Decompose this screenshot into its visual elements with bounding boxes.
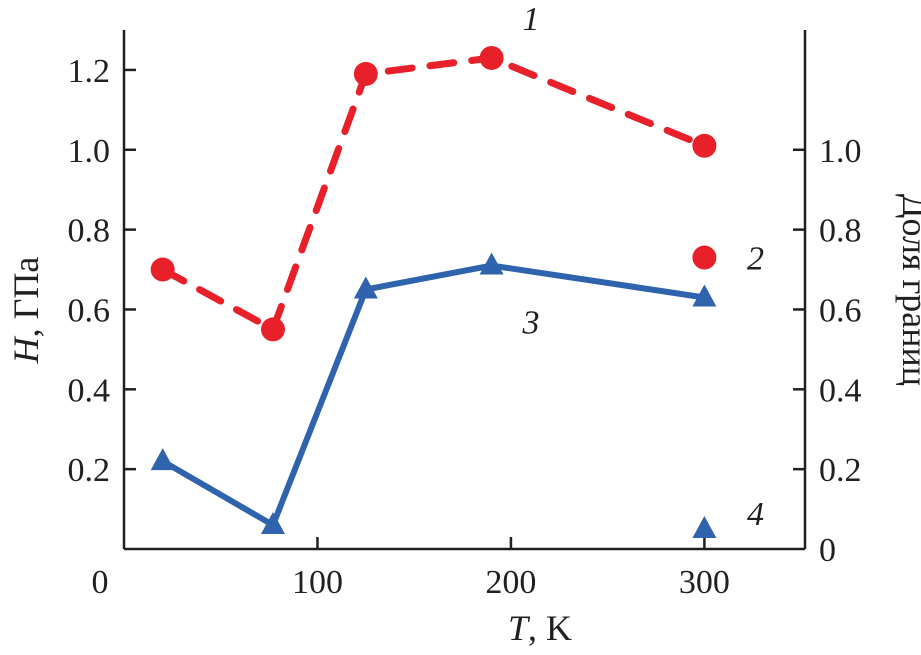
series-1-point	[692, 133, 717, 158]
x-tick-label: 200	[485, 564, 536, 601]
series-3-point	[479, 252, 504, 275]
series-1-label: 1	[523, 1, 540, 38]
series-3-point	[260, 512, 285, 535]
x-tick-label: 0	[92, 564, 109, 601]
series-2-label: 2	[747, 241, 764, 278]
series-1-point	[479, 45, 504, 70]
y2-tick-label: 0.4	[819, 372, 862, 409]
y-tick-label: 1.0	[68, 133, 111, 170]
y2-tick-label: 0.8	[819, 213, 862, 250]
axes: 0 100 200 300 0.2 0.4 0.6 0.8 1.0 1.2 0 0.2 0.4 0.6 0.…	[68, 30, 862, 601]
y-tick-label: 0.4	[68, 372, 111, 409]
y-tick-label: 0.6	[68, 292, 111, 329]
y-tick-label: 0.2	[68, 452, 111, 489]
x-axis-label: T, K	[508, 608, 572, 648]
y-tick-label: 0.8	[68, 213, 111, 250]
series-3-point	[353, 276, 378, 299]
y2-tick-label: 0.2	[819, 452, 862, 489]
y2-tick-label: 0	[819, 532, 836, 569]
series-2-point	[692, 245, 717, 270]
series-1-point	[260, 317, 285, 342]
series-4-point	[692, 516, 717, 539]
x-tick-label: 100	[292, 564, 343, 601]
series-1-line	[159, 54, 708, 333]
series-3-label: 3	[522, 304, 540, 341]
y-axis-label: H, ГПа	[6, 257, 46, 365]
data-marks: 1 2 3 4	[150, 1, 764, 539]
series-1-point	[150, 257, 175, 282]
y2-tick-label: 1.0	[819, 133, 862, 170]
y2-axis-label: Доля границ	[895, 194, 921, 386]
x-tick-label: 300	[679, 564, 730, 601]
series-1-point	[353, 61, 378, 86]
series-4-label: 4	[747, 496, 764, 533]
y-tick-label: 1.2	[68, 53, 111, 90]
series-3-point	[692, 284, 717, 307]
y2-tick-label: 0.6	[819, 292, 862, 329]
series-3-line	[161, 262, 705, 529]
series-3-point	[150, 448, 175, 471]
